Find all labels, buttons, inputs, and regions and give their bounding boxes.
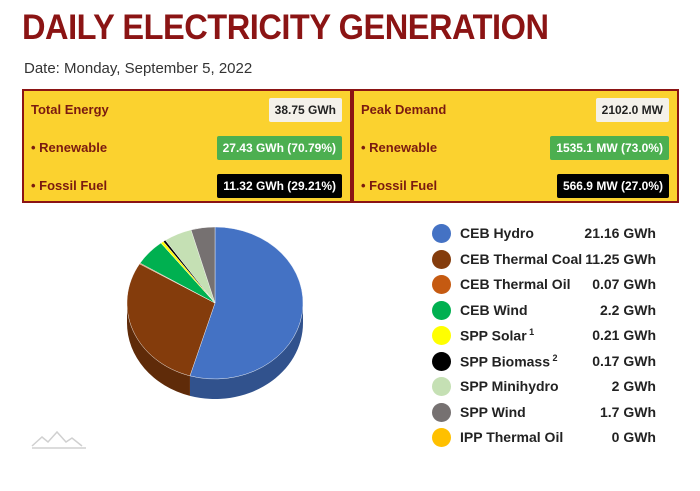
legend-label: CEB Hydro [460, 225, 534, 241]
chart-legend: CEB Hydro 21.16 GWh CEB Thermal Coal 11.25 … [430, 222, 660, 452]
legend-swatch [432, 428, 451, 447]
legend-item: SPP Wind 1.7 GWh [430, 401, 660, 427]
legend-item: SPP Minihydro 2 GWh [430, 375, 660, 401]
legend-value: 0 GWh [611, 429, 656, 445]
peak-demand-value: 2102.0 MW [595, 98, 669, 122]
peak-demand-row: Peak Demand 2102.0 MW [354, 97, 677, 123]
legend-label: IPP Thermal Oil [460, 429, 564, 445]
report-date: Date: Monday, September 5, 2022 [24, 60, 253, 77]
legend-swatch [432, 402, 451, 422]
legend-label: SPP Solar 1 [460, 327, 535, 344]
pie-slice-spp-wind [190, 226, 216, 304]
legend-item: SPP Biomass 2 0.17 GWh [430, 350, 660, 376]
pie-side-0 [189, 303, 303, 399]
legend-item: CEB Thermal Oil 0.07 GWh [430, 273, 660, 299]
legend-item: CEB Thermal Coal 11.25 GWh [430, 248, 660, 274]
legend-swatch [432, 224, 451, 243]
legend-item: SPP Solar 1 0.21 GWh [430, 324, 660, 350]
demand-fossil-row: • Fossil Fuel 566.9 MW (27.0%) [354, 173, 677, 199]
legend-value: 21.16 GWh [584, 225, 656, 241]
legend-label: SPP Wind [460, 403, 526, 420]
legend-value: 2.2 GWh [599, 301, 656, 318]
legend-footnote-marker: 2 [550, 352, 558, 363]
legend-swatch [432, 326, 451, 345]
legend-footnote-marker: 1 [526, 327, 535, 337]
legend-label: CEB Thermal Oil [460, 276, 571, 292]
generation-pie-chart [126, 226, 304, 399]
demand-renewable-row: • Renewable 1535.1 MW (73.0%) [354, 135, 677, 161]
legend-item: CEB Hydro 21.16 GWh [430, 222, 660, 248]
total-energy-label: Total Energy [31, 102, 109, 117]
demand-fossil-value: 566.9 MW (27.0%) [556, 174, 669, 198]
legend-value: 2 GWh [611, 378, 656, 394]
energy-renewable-label: • Renewable [31, 140, 108, 155]
legend-swatch [432, 300, 451, 320]
demand-panel: Peak Demand 2102.0 MW • Renewable 1535.1… [352, 89, 679, 203]
legend-value: 0.07 GWh [592, 276, 656, 292]
mountain-logo-icon [31, 430, 86, 449]
demand-renewable-label: • Renewable [361, 140, 438, 155]
legend-value: 11.25 GWh [585, 250, 656, 267]
legend-swatch [432, 351, 451, 371]
legend-label: CEB Wind [460, 301, 528, 318]
energy-fossil-label: • Fossil Fuel [31, 178, 108, 193]
energy-panel: Total Energy 38.75 GWh • Renewable 27.43… [22, 89, 352, 203]
page-title: DAILY ELECTRICITY GENERATION [22, 8, 549, 47]
energy-renewable-row: • Renewable 27.43 GWh (70.79%) [24, 135, 350, 161]
demand-renewable-value: 1535.1 MW (73.0%) [550, 136, 669, 160]
pie-side-1 [127, 303, 190, 396]
legend-swatch [432, 377, 451, 396]
energy-fossil-row: • Fossil Fuel 11.32 GWh (29.21%) [24, 173, 350, 199]
legend-label: SPP Biomass 2 [460, 352, 558, 370]
total-energy-row: Total Energy 38.75 GWh [24, 97, 350, 123]
pie-slice-ceb-hydro [189, 226, 304, 380]
legend-label: CEB Thermal Coal [460, 250, 583, 267]
energy-fossil-value: 11.32 GWh (29.21%) [217, 174, 342, 198]
energy-renewable-value: 27.43 GWh (70.79%) [216, 136, 342, 160]
pie-slice-ceb-thermal-coal [126, 263, 216, 377]
legend-item: CEB Wind 2.2 GWh [430, 299, 660, 325]
legend-swatch [432, 249, 451, 269]
legend-swatch [432, 275, 451, 294]
legend-item: IPP Thermal Oil 0 GWh [430, 426, 660, 452]
legend-value: 0.21 GWh [592, 327, 656, 343]
demand-fossil-label: • Fossil Fuel [361, 178, 438, 193]
peak-demand-label: Peak Demand [361, 102, 447, 117]
legend-value: 1.7 GWh [599, 403, 656, 420]
legend-label: SPP Minihydro [460, 378, 559, 394]
total-energy-value: 38.75 GWh [268, 98, 342, 122]
legend-value: 0.17 GWh [592, 352, 656, 369]
